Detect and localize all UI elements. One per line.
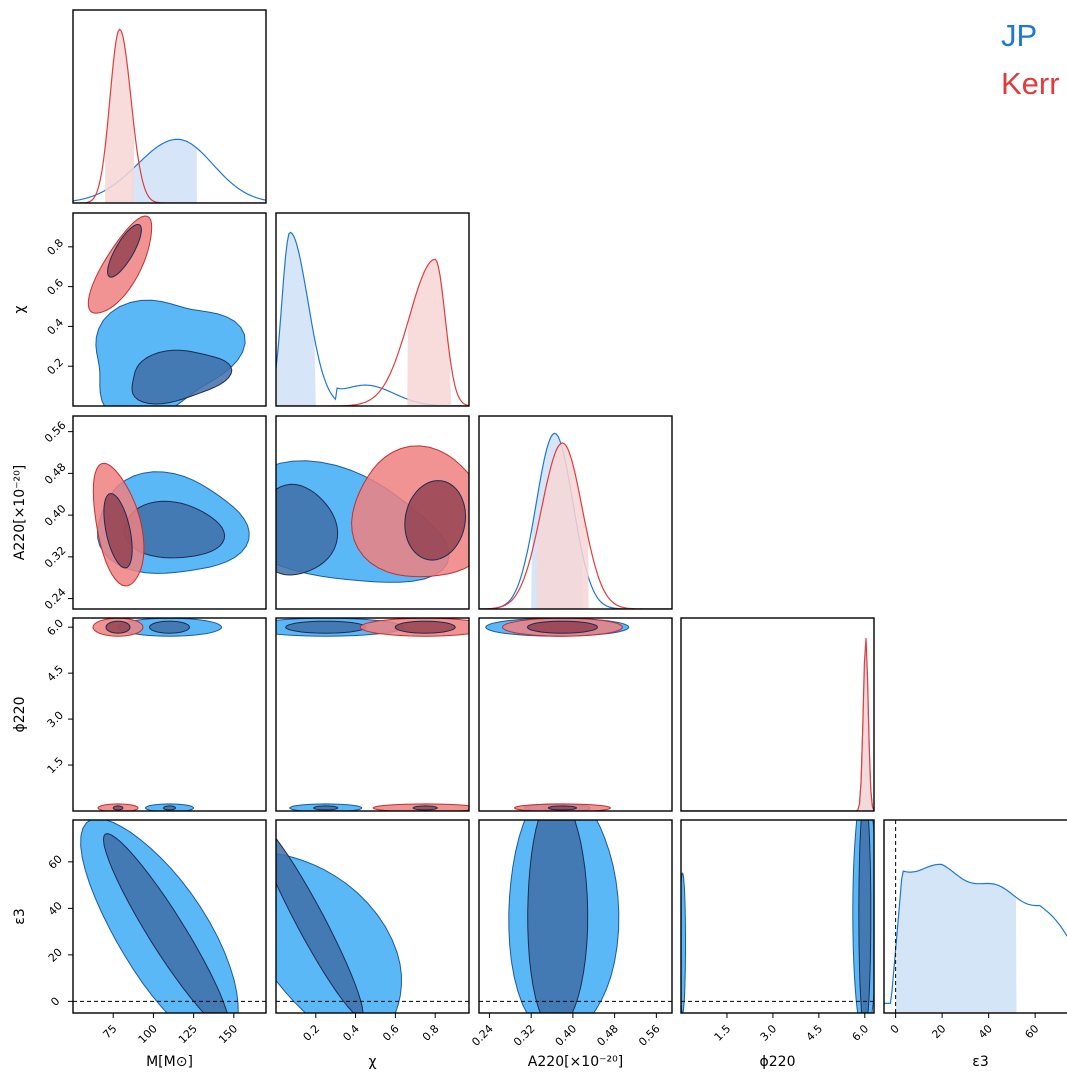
xtick-label-A220-0: 0.24: [469, 1022, 496, 1049]
kerr-contour-inner-2-1-0: [404, 480, 467, 561]
panel-frame-1-1: [275, 212, 470, 407]
kerr-contour-inner-3-0-0: [105, 620, 131, 634]
xtick-label-eps3-0: 0: [888, 1022, 902, 1036]
ytick-label-A220-4: 0.56: [42, 419, 69, 446]
panel-frame-4-3: [680, 819, 875, 1014]
jp-density-phi220: [681, 649, 874, 811]
yaxis-label-eps3: ε3: [12, 908, 28, 924]
xaxis-label-chi: χ: [368, 1054, 376, 1070]
panel-frame-3-1: [275, 617, 470, 812]
panel-frame-3-0: [72, 617, 267, 812]
panel-frame-3-2: [478, 617, 673, 812]
legend-kerr: Kerr: [1001, 66, 1060, 101]
xaxis-label-A220: A220[×10⁻²⁰]: [528, 1054, 623, 1070]
ytick-label-A220-0: 0.24: [42, 586, 69, 613]
ytick-label-chi-1: 0.4: [45, 316, 67, 338]
ytick-label-phi220-1: 3.0: [45, 709, 67, 731]
xtick-label-M-3: 150: [216, 1022, 240, 1046]
xtick-label-eps3-3: 60: [1022, 1022, 1041, 1041]
jp-contour-inner-2-1-0: [276, 483, 339, 576]
kerr-contour-inner-1-0-0: [107, 224, 142, 278]
ytick-label-A220-1: 0.32: [42, 544, 69, 571]
jp-contour-inner-4-2-0: [527, 820, 589, 1013]
jp-contour-inner-4-1-0: [276, 837, 364, 1013]
yaxis-label-chi: χ: [12, 305, 28, 313]
panel-frame-2-1: [275, 415, 470, 610]
ytick-label-eps3-2: 40: [46, 899, 65, 918]
yaxis-label-A220: A220[×10⁻²⁰]: [12, 465, 28, 560]
kerr-credible-band-M: [105, 29, 135, 203]
xtick-label-A220-1: 0.32: [511, 1022, 538, 1049]
xtick-label-M-2: 125: [176, 1022, 200, 1046]
xtick-label-A220-3: 0.48: [594, 1022, 621, 1049]
xtick-label-phi220-2: 4.5: [804, 1022, 826, 1044]
xtick-label-phi220-1: 3.0: [758, 1022, 780, 1044]
kerr-density-phi220: [681, 638, 874, 811]
xtick-label-A220-4: 0.56: [636, 1022, 663, 1049]
kerr-density-chi: [276, 258, 469, 406]
xtick-label-chi-2: 0.6: [380, 1022, 402, 1044]
xtick-label-chi-0: 0.2: [301, 1022, 323, 1044]
panel-frame-0-0: [72, 9, 267, 204]
kerr-density-M: [73, 28, 266, 203]
panel-frame-2-2: [478, 415, 673, 610]
ytick-label-phi220-2: 4.5: [45, 663, 67, 685]
xtick-label-phi220-0: 1.5: [712, 1022, 734, 1044]
jp-density-eps3: [884, 863, 1067, 1004]
kerr-contour-inner-3-0-1: [112, 805, 124, 811]
xtick-label-M-0: 75: [100, 1022, 119, 1041]
jp-contour-inner-3-1-0: [285, 620, 367, 634]
ytick-label-A220-3: 0.48: [42, 460, 69, 487]
ytick-label-A220-2: 0.40: [42, 502, 69, 529]
ytick-label-chi-3: 0.8: [45, 236, 67, 258]
legend-jp: JP: [1001, 18, 1038, 53]
jp-credible-band-chi: [276, 232, 316, 406]
panel-frame-4-1: [275, 819, 470, 1014]
kerr-contour-inner-3-2-0: [526, 620, 599, 634]
ytick-label-chi-2: 0.6: [45, 276, 67, 298]
xaxis-label-phi220: ϕ220: [760, 1054, 796, 1070]
kerr-contour-inner-3-1-0: [394, 620, 456, 634]
kerr-credible-band-A220: [536, 443, 589, 609]
xtick-label-phi220-3: 6.0: [850, 1022, 872, 1044]
ytick-label-eps3-1: 20: [46, 946, 65, 965]
panel-frame-4-2: [478, 819, 673, 1014]
ytick-label-eps3-3: 60: [46, 853, 65, 872]
jp-contour-inner-4-0-0: [102, 833, 228, 1013]
yaxis-label-phi220: ϕ220: [12, 697, 28, 733]
ytick-label-phi220-3: 6.0: [45, 617, 67, 639]
jp-contour-inner-1-0-0: [131, 349, 233, 405]
xtick-label-eps3-1: 20: [929, 1022, 948, 1041]
xaxis-label-eps3: ε3: [972, 1054, 988, 1070]
xaxis-label-M: M[M⊙]: [146, 1054, 193, 1070]
jp-contour-edge-4-3: [681, 872, 686, 1013]
kerr-contour-inner-2-0-0: [103, 493, 133, 569]
jp-contour-inner-4-3-0: [858, 820, 872, 1013]
panel-frame-4-0: [72, 819, 267, 1014]
panel-frame-4-4: [883, 819, 1067, 1014]
xtick-label-A220-2: 0.40: [553, 1022, 580, 1049]
xtick-label-chi-3: 0.8: [420, 1022, 442, 1044]
jp-contour-inner-3-0-0: [148, 620, 191, 634]
panel-frame-3-3: [680, 617, 875, 812]
xtick-label-M-1: 100: [136, 1022, 160, 1046]
kerr-contour-inner-3-2-1: [547, 805, 578, 811]
jp-contour-inner-3-1-1: [313, 805, 339, 811]
panel-frame-2-0: [72, 415, 267, 610]
xtick-label-eps3-2: 40: [976, 1022, 995, 1041]
jp-credible-band-eps3: [895, 864, 1017, 1013]
xtick-label-chi-1: 0.4: [340, 1022, 362, 1044]
ytick-label-chi-0: 0.2: [45, 356, 67, 378]
kerr-contour-inner-3-1-1: [412, 805, 438, 811]
kerr-credible-band-chi: [407, 259, 452, 406]
jp-contour-inner-3-0-1: [162, 805, 177, 811]
panel-frame-1-0: [72, 212, 267, 407]
ytick-label-eps3-0: 0: [48, 995, 62, 1009]
ytick-label-phi220-0: 1.5: [45, 755, 67, 777]
